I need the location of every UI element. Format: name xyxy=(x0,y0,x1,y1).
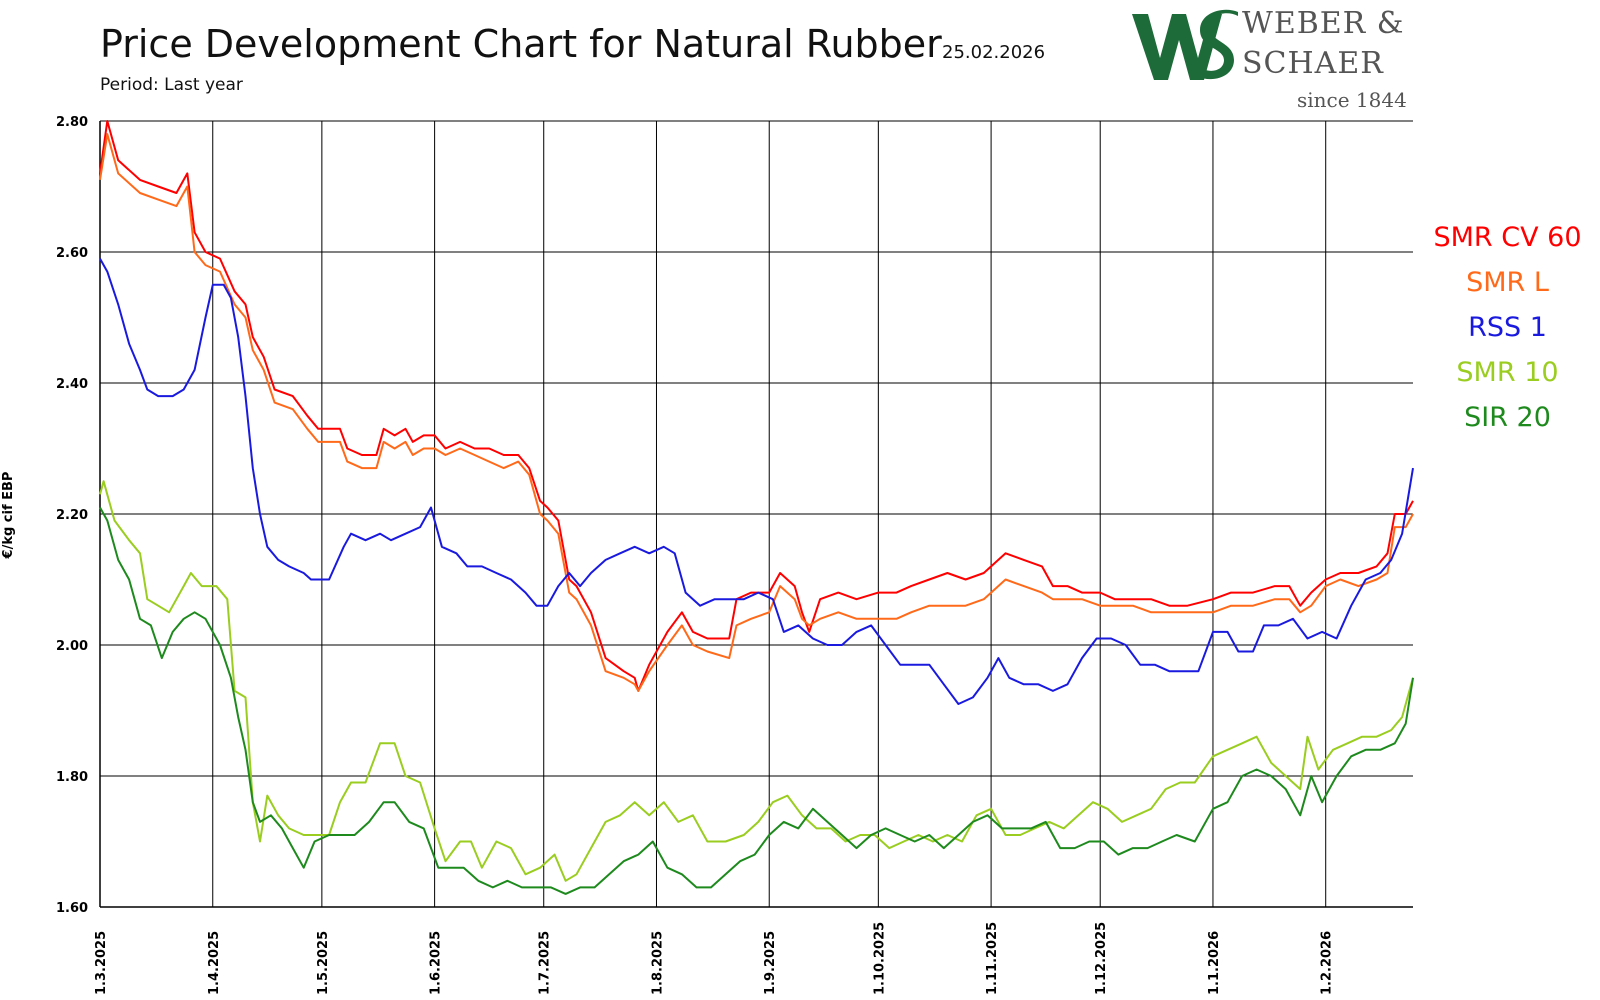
chart-legend: SMR CV 60 SMR L RSS 1 SMR 10 SIR 20 xyxy=(1420,215,1595,440)
y-tick-label: 2.60 xyxy=(56,246,88,261)
ws-logo-mark-icon xyxy=(1132,9,1238,80)
period-label: Period: Last year xyxy=(100,75,243,95)
y-tick-label: 2.80 xyxy=(56,115,88,130)
x-tick-label: 1.11.2025 xyxy=(985,922,1000,995)
series-line-rss-1 xyxy=(99,258,1414,705)
company-logo: WEBER & SCHAER since 1844 xyxy=(1130,6,1415,116)
x-tick-label: 1.7.2025 xyxy=(538,931,553,995)
series-line-smr-10 xyxy=(99,480,1414,882)
x-tick-label: 1.3.2025 xyxy=(94,931,109,995)
y-tick-label: 2.20 xyxy=(56,508,88,523)
x-tick-label: 1.1.2026 xyxy=(1207,931,1222,995)
y-tick-label: 2.00 xyxy=(56,639,88,654)
logo-since: since 1844 xyxy=(1297,88,1407,112)
x-tick-label: 1.2.2026 xyxy=(1320,931,1335,995)
y-tick-label: 1.80 xyxy=(56,770,88,785)
series-line-smr-cv-60 xyxy=(99,120,1414,692)
legend-item-smr-cv-60: SMR CV 60 xyxy=(1433,222,1582,253)
x-tick-label: 1.9.2025 xyxy=(763,931,778,995)
chart-title: Price Development Chart for Natural Rubb… xyxy=(100,22,942,66)
chart-date: 25.02.2026 xyxy=(942,42,1046,63)
y-axis-label: €/kg cif EBP xyxy=(1,472,16,560)
series-line-sir-20 xyxy=(99,507,1414,895)
legend-item-smr-l: SMR L xyxy=(1466,267,1549,298)
x-tick-label: 1.4.2025 xyxy=(207,931,222,995)
y-tick-label: 2.40 xyxy=(56,377,88,392)
x-tick-label: 1.10.2025 xyxy=(872,922,887,995)
legend-item-rss-1: RSS 1 xyxy=(1468,312,1547,343)
x-tick-label: 1.12.2025 xyxy=(1094,922,1109,995)
legend-item-smr-10: SMR 10 xyxy=(1456,357,1559,388)
x-tick-label: 1.6.2025 xyxy=(429,931,444,995)
x-tick-label: 1.5.2025 xyxy=(316,931,331,995)
y-tick-label: 1.60 xyxy=(56,901,88,916)
series-line-smr-l xyxy=(99,133,1414,692)
x-tick-label: 1.8.2025 xyxy=(650,931,665,995)
logo-text-line1: WEBER & xyxy=(1242,6,1405,41)
logo-text-line2: SCHAER xyxy=(1242,46,1384,81)
legend-item-sir-20: SIR 20 xyxy=(1464,402,1551,433)
